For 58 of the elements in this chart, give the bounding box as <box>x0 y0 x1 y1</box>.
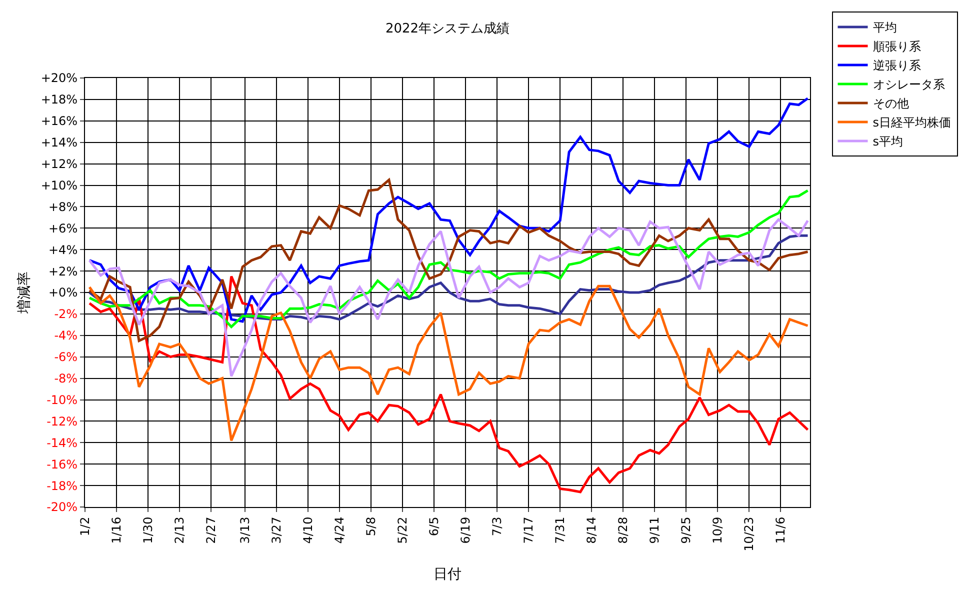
x-tick-label: 5/8 <box>364 516 378 536</box>
y-tick-label: -10% <box>46 392 78 407</box>
y-tick-label: +2% <box>48 264 78 278</box>
y-tick-label: +10% <box>40 178 78 192</box>
x-tick-label: 5/22 <box>395 516 410 544</box>
x-tick-label: 8/28 <box>616 516 630 544</box>
x-tick-label: 3/13 <box>238 516 252 544</box>
y-tick-label: +12% <box>40 157 78 171</box>
x-tick-label: 9/11 <box>648 516 662 544</box>
y-tick-label: +6% <box>48 221 78 236</box>
line-series <box>88 284 809 442</box>
y-tick-label: -20% <box>46 500 78 514</box>
y-tick-label: +0% <box>48 286 78 300</box>
x-tick-label: 7/31 <box>552 516 567 544</box>
y-tick-label: +4% <box>48 242 78 257</box>
legend-label: 平均 <box>872 20 897 35</box>
legend-label: その他 <box>872 96 909 111</box>
x-tick-label: 7/3 <box>490 516 504 536</box>
x-tick-label: 1/2 <box>78 516 92 536</box>
y-tick-label: +16% <box>40 114 78 128</box>
y-tick-label: -18% <box>46 478 78 493</box>
x-tick-label: 2/13 <box>172 516 186 544</box>
x-tick-label: 2/27 <box>204 516 218 544</box>
y-tick-label: -14% <box>46 436 78 450</box>
x-tick-label: 9/25 <box>679 516 694 544</box>
line-series <box>88 97 809 323</box>
chart-title: 2022年システム成績 <box>385 22 510 37</box>
y-tick-label: -4% <box>54 328 78 343</box>
y-tick-label: -2% <box>54 307 78 322</box>
line-series <box>88 218 809 378</box>
x-tick-label: 10/23 <box>742 516 756 552</box>
y-tick-label: +8% <box>48 200 78 214</box>
x-tick-label: 6/19 <box>458 516 472 544</box>
legend-label: 順張り系 <box>872 40 921 54</box>
y-tick-label: +18% <box>40 92 78 107</box>
y-tick-label: +14% <box>40 136 78 150</box>
legend-label: オシレータ系 <box>872 78 945 92</box>
legend-label: s日経平均株価 <box>872 116 952 130</box>
y-tick-label: -6% <box>54 350 78 364</box>
x-tick-label: 11/6 <box>774 516 788 544</box>
x-tick-label: 1/16 <box>109 516 124 544</box>
x-tick-label: 4/10 <box>300 516 315 544</box>
y-axis-title: 増減率 <box>15 272 32 314</box>
x-tick-label: 4/24 <box>332 516 346 544</box>
x-tick-label: 7/17 <box>521 516 536 544</box>
x-tick-label: 1/30 <box>140 516 155 544</box>
y-tick-label: -16% <box>46 457 78 472</box>
legend-label: s平均 <box>872 134 904 149</box>
x-axis-title: 日付 <box>434 566 462 583</box>
x-tick-label: 10/9 <box>710 516 725 544</box>
y-tick-label: -8% <box>54 372 78 386</box>
x-tick-label: 3/27 <box>269 516 284 544</box>
x-tick-label: 8/14 <box>584 516 598 544</box>
line-series <box>88 275 809 494</box>
y-tick-label: -12% <box>46 414 78 428</box>
legend-label: 逆張り系 <box>872 58 921 73</box>
x-tick-label: 6/5 <box>426 516 441 536</box>
y-tick-label: +20% <box>40 71 78 86</box>
